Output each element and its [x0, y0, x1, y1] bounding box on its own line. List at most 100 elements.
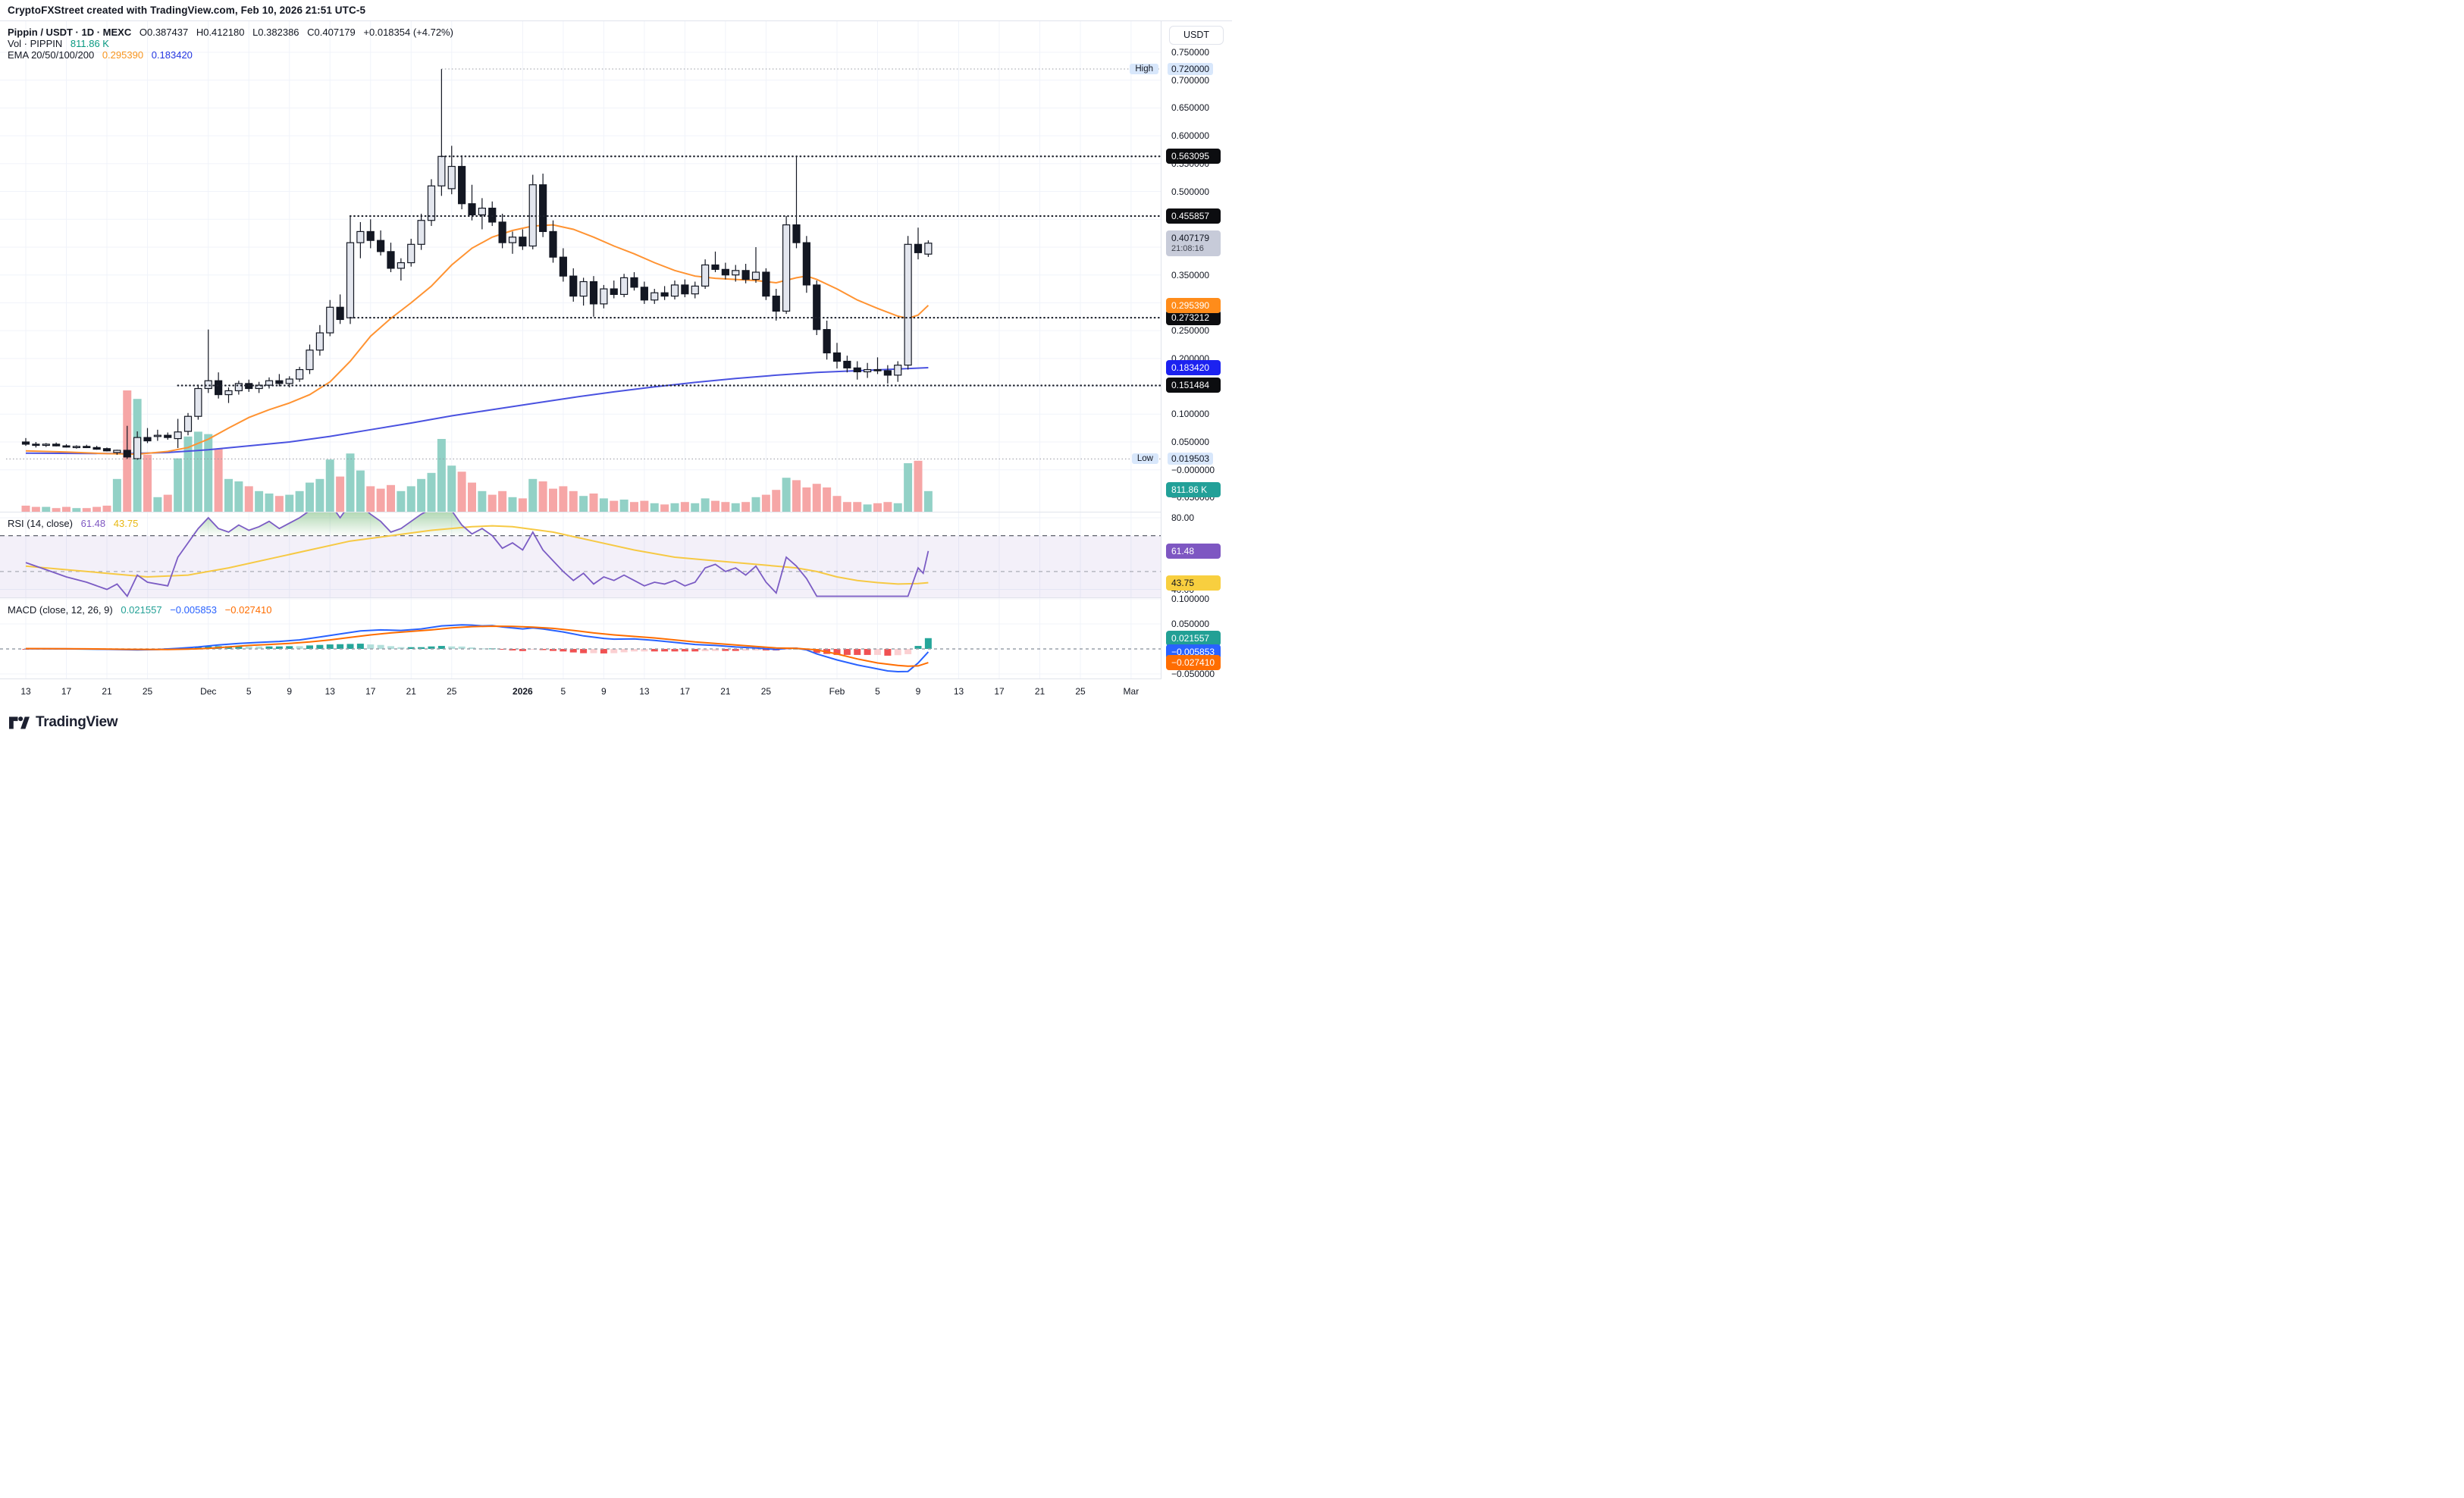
- macd-legend-label: MACD (close, 12, 26, 9): [8, 604, 113, 616]
- candle-down: [741, 270, 750, 280]
- macd-tick-label: 0.100000: [1171, 594, 1210, 604]
- volume-bar: [285, 494, 294, 512]
- tradingview-logo[interactable]: TradingView: [9, 714, 118, 731]
- macd-histogram-bar: [377, 644, 384, 649]
- candle-up: [691, 285, 699, 295]
- time-axis-label: 9: [601, 686, 607, 697]
- volume-bar: [792, 480, 801, 512]
- time-axis-label: 13: [20, 686, 31, 697]
- candle-down: [366, 230, 375, 241]
- volume-bar: [660, 504, 669, 512]
- rsi-legend-row[interactable]: RSI (14, close) 61.48 43.75: [8, 518, 138, 529]
- volume-bar: [487, 494, 497, 512]
- volume-bar: [782, 478, 791, 512]
- macd-histogram-bar: [610, 649, 618, 653]
- ema-legend-row[interactable]: EMA 20/50/100/200 0.295390 0.183420: [8, 49, 193, 61]
- volume-bar: [893, 503, 902, 512]
- candle-down: [762, 271, 770, 297]
- candle-up: [356, 230, 365, 243]
- volume-bar: [528, 478, 538, 512]
- volume-bar: [214, 448, 223, 512]
- macd-histogram-bar: [560, 649, 567, 652]
- countdown-timer: 21:08:16: [1171, 243, 1204, 253]
- current-price-badge: 0.407179 21:08:16: [1166, 230, 1221, 256]
- candle-up: [620, 277, 629, 295]
- macd-histogram-bar: [337, 644, 344, 649]
- time-axis-label: 5: [560, 686, 566, 697]
- symbol-title[interactable]: Pippin / USDT · 1D · MEXC: [8, 27, 132, 38]
- candle-down: [21, 441, 30, 445]
- candle-down: [62, 445, 71, 448]
- volume-bar: [518, 498, 527, 512]
- time-axis[interactable]: 13 17 21 25 Dec 5 9 13 17 21 25 2026 5 9 13 17 21 25 Feb 5 9…: [0, 678, 1161, 704]
- macd-histogram-bar: [306, 645, 313, 649]
- volume-bar: [306, 482, 314, 512]
- macd-histogram-bar: [742, 649, 750, 651]
- candle-down: [83, 446, 91, 449]
- volume-bar: [751, 497, 760, 512]
- macd-value-badge: 0.021557: [1166, 630, 1221, 646]
- volume-bar: [670, 503, 679, 512]
- macd-tick-label: −0.050000: [1171, 669, 1215, 679]
- volume-bar: [842, 502, 851, 512]
- volume-bar: [62, 506, 71, 512]
- macd-histogram-bar: [448, 646, 456, 649]
- price-tick-label: 0.100000: [1171, 409, 1210, 420]
- candle-up: [508, 237, 517, 243]
- volume-legend-row[interactable]: Vol · PIPPIN 811.86 K: [8, 38, 109, 49]
- time-axis-label: Dec: [200, 686, 217, 697]
- candle-down: [813, 284, 821, 331]
- candles: [21, 69, 933, 460]
- volume-bar: [538, 481, 547, 512]
- volume-bar: [174, 458, 183, 512]
- volume-bar: [274, 496, 284, 512]
- macd-histogram-bar: [722, 649, 729, 651]
- currency-toggle-button[interactable]: USDT: [1169, 26, 1224, 45]
- volume-bar: [914, 460, 923, 512]
- candle-up: [133, 437, 142, 459]
- time-axis-label: 2026: [513, 686, 533, 697]
- macd-tick-label: 0.050000: [1171, 619, 1210, 629]
- volume-bar: [387, 484, 395, 512]
- volume-bar: [883, 502, 892, 512]
- candle-down: [275, 380, 284, 384]
- candle-down: [143, 437, 152, 442]
- volume-bar: [234, 481, 243, 512]
- symbol-legend-row[interactable]: Pippin / USDT · 1D · MEXC O0.387437 H0.4…: [8, 27, 453, 38]
- macd-histogram-bar: [732, 649, 739, 651]
- rsi-band: [0, 535, 1161, 598]
- macd-histogram-bar: [428, 646, 435, 649]
- macd-histogram-bar: [924, 638, 932, 649]
- candle-down: [215, 380, 223, 396]
- volume-bar: [853, 502, 862, 512]
- volume-bar: [295, 490, 304, 512]
- time-axis-label: 13: [953, 686, 964, 697]
- volume-bar: [569, 490, 578, 512]
- candle-up: [153, 434, 161, 437]
- macd-histogram-bar: [894, 649, 901, 656]
- macd-histogram-bar: [752, 649, 760, 650]
- candle-down: [377, 240, 385, 252]
- volume-bar: [52, 508, 61, 512]
- candle-up: [224, 390, 233, 396]
- candle-up: [326, 306, 334, 334]
- time-axis-label: 21: [1034, 686, 1045, 697]
- candle-down: [102, 448, 111, 452]
- macd-histogram-bar: [833, 649, 841, 655]
- volume-bar: [741, 502, 751, 512]
- price-axis[interactable]: USDT 0.750000 0.720000 0.700000 0.650000 0.6…: [1161, 20, 1232, 679]
- macd-histogram-bar: [469, 647, 475, 649]
- candle-down: [92, 447, 101, 450]
- price-chart-canvas[interactable]: [0, 20, 1232, 704]
- macd-histogram-bar: [296, 646, 303, 649]
- ohlc-open: O0.387437: [139, 27, 189, 38]
- volume-bar: [650, 503, 659, 512]
- volume-bar: [559, 486, 568, 512]
- candle-up: [924, 243, 933, 255]
- macd-legend-row[interactable]: MACD (close, 12, 26, 9) 0.021557 −0.0058…: [8, 604, 271, 616]
- candle-down: [559, 256, 567, 277]
- candle-down: [569, 275, 578, 297]
- candle-up: [650, 292, 659, 301]
- volume-bar: [325, 459, 334, 512]
- time-axis-label: Feb: [829, 686, 845, 697]
